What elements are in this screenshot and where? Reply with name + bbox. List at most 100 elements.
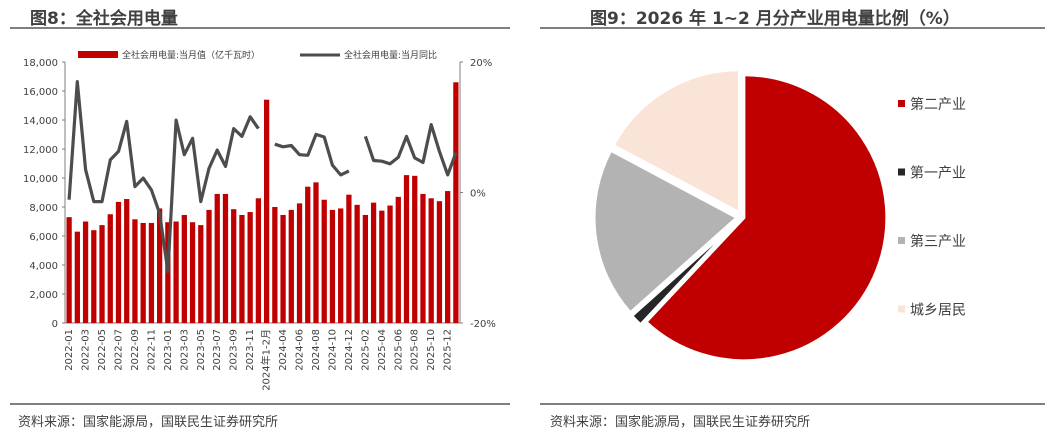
pie-slice bbox=[611, 68, 741, 216]
pie-legend-label: 第二产业 bbox=[910, 96, 966, 113]
left-tick-label: 14,000 bbox=[23, 116, 58, 127]
x-tick-label: 2024-04 bbox=[278, 329, 289, 371]
bar bbox=[214, 193, 220, 323]
x-tick-label: 2023-05 bbox=[196, 329, 207, 371]
x-tick-label: 2024-10 bbox=[327, 329, 338, 371]
bar bbox=[115, 201, 122, 323]
bar bbox=[305, 186, 311, 323]
x-tick-label: 2023-01 bbox=[163, 329, 174, 371]
bar bbox=[132, 219, 138, 323]
left-tick-label: 4,000 bbox=[29, 261, 58, 272]
legend-bar-label: 全社会用电量:当月值（亿千瓦时） bbox=[122, 49, 260, 61]
pie-legend-label: 第一产业 bbox=[910, 165, 966, 182]
x-tick-label: 2023-07 bbox=[212, 329, 223, 371]
bar bbox=[239, 214, 245, 323]
bar bbox=[247, 212, 253, 323]
bar bbox=[288, 209, 294, 323]
bar bbox=[329, 209, 336, 323]
right-source: 资料来源：国家能源局，国联民生证券研究所 bbox=[550, 415, 811, 430]
x-tick-label: 2022-01 bbox=[64, 329, 75, 371]
left-source-rule bbox=[10, 403, 510, 405]
yoy-line bbox=[67, 80, 458, 274]
x-tick-label: 2023-03 bbox=[179, 329, 190, 371]
bar bbox=[263, 99, 270, 323]
bar bbox=[321, 199, 327, 323]
x-tick-label: 2024-06 bbox=[295, 329, 306, 371]
x-tick-label: 2022-07 bbox=[113, 329, 124, 371]
pie-legend-label: 城乡居民 bbox=[910, 303, 966, 319]
bar bbox=[189, 222, 196, 323]
x-tick-label: 2025-04 bbox=[377, 329, 388, 371]
bar bbox=[272, 207, 278, 323]
bar bbox=[436, 201, 443, 323]
left-tick-label: 16,000 bbox=[23, 87, 58, 98]
x-tick-label: 2022-09 bbox=[130, 329, 141, 371]
bar bbox=[313, 182, 319, 323]
bar bbox=[206, 209, 212, 323]
left-chart-title: 图8：全社会用电量 bbox=[30, 9, 178, 29]
x-tick-label: 2025-06 bbox=[393, 329, 404, 371]
left-tick-label: 2,000 bbox=[29, 290, 58, 301]
bar bbox=[181, 214, 187, 323]
right-source-rule bbox=[540, 403, 1045, 405]
bar bbox=[107, 214, 113, 323]
bar bbox=[420, 193, 426, 323]
bar bbox=[91, 230, 97, 323]
bar bbox=[403, 175, 410, 323]
bar bbox=[379, 210, 385, 323]
x-tick-label: 2024-08 bbox=[311, 329, 322, 371]
pie-legend-swatch bbox=[898, 100, 905, 107]
x-tick-label: 2022-11 bbox=[146, 329, 157, 371]
bar bbox=[338, 208, 344, 323]
bar bbox=[173, 221, 179, 323]
pie-slice bbox=[629, 219, 740, 327]
left-tick-label: 0 bbox=[52, 319, 58, 330]
x-tick-label: 2022-05 bbox=[97, 329, 108, 371]
bar bbox=[395, 196, 401, 323]
bar bbox=[387, 205, 393, 323]
x-tick-label: 2024年1-2月 bbox=[260, 329, 273, 391]
bar bbox=[362, 214, 368, 323]
x-tick-label: 2023-09 bbox=[229, 329, 240, 371]
bar bbox=[66, 217, 72, 323]
x-tick-label: 2025-08 bbox=[410, 329, 421, 371]
bar bbox=[231, 209, 237, 323]
bar bbox=[82, 221, 89, 323]
right-chart-title: 图9：2026 年 1~2 月分产业用电量比例（%） bbox=[590, 9, 960, 29]
right-tick-label: 20% bbox=[470, 58, 492, 69]
bar bbox=[157, 208, 163, 323]
pie-legend-swatch bbox=[898, 305, 905, 313]
left-tick-label: 18,000 bbox=[23, 58, 58, 69]
left-title-rule bbox=[10, 27, 510, 29]
left-source: 资料来源：国家能源局，国联民生证券研究所 bbox=[18, 415, 279, 430]
x-tick-label: 2022-03 bbox=[81, 329, 92, 371]
legend-bar-swatch bbox=[78, 51, 118, 58]
bar bbox=[354, 204, 360, 323]
bar bbox=[453, 82, 459, 323]
pie-legend-label: 第三产业 bbox=[910, 233, 966, 250]
bar bbox=[148, 222, 155, 323]
left-tick-label: 8,000 bbox=[29, 203, 58, 214]
bar bbox=[124, 199, 130, 323]
pie-legend-swatch bbox=[898, 168, 905, 176]
bar bbox=[222, 193, 229, 323]
bar bbox=[346, 194, 352, 323]
pie-slice bbox=[592, 148, 740, 315]
bar bbox=[280, 214, 286, 323]
bar bbox=[140, 222, 146, 323]
right-tick-label: 0% bbox=[470, 189, 486, 200]
bar bbox=[370, 202, 377, 323]
bar bbox=[255, 198, 262, 323]
left-tick-label: 6,000 bbox=[29, 232, 58, 243]
x-tick-label: 2025-02 bbox=[360, 329, 371, 371]
left-tick-label: 12,000 bbox=[23, 145, 58, 156]
bar bbox=[296, 203, 303, 323]
x-tick-label: 2025-12 bbox=[443, 329, 454, 371]
bar bbox=[74, 231, 80, 323]
bar bbox=[412, 175, 418, 323]
pie-legend-swatch bbox=[898, 237, 905, 244]
legend-line-label: 全社会用电量:当月同比 bbox=[344, 49, 437, 61]
bar bbox=[99, 225, 105, 323]
left-tick-label: 10,000 bbox=[23, 174, 58, 185]
